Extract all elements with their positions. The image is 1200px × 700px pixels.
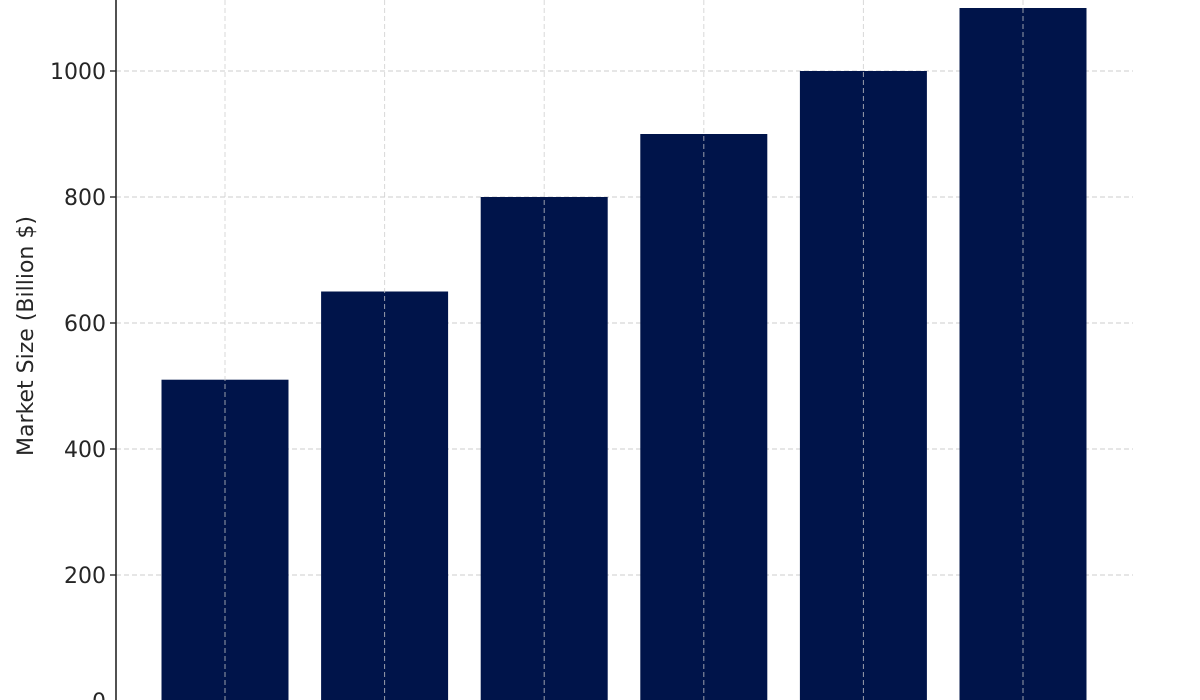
y-ticks: 0 200 400 600 800 1000	[50, 60, 116, 700]
vertical-grid	[224, 0, 1024, 700]
y-tick-label: 400	[64, 438, 106, 463]
y-axis-label: Market Size (Billion $)	[14, 216, 39, 456]
bars	[161, 8, 1087, 700]
y-tick-label: 0	[92, 690, 106, 700]
y-tick-label: 200	[64, 564, 106, 589]
y-tick-label: 1000	[50, 60, 106, 85]
y-tick-label: 600	[64, 312, 106, 337]
y-tick-label: 800	[64, 186, 106, 211]
bar	[321, 291, 449, 700]
